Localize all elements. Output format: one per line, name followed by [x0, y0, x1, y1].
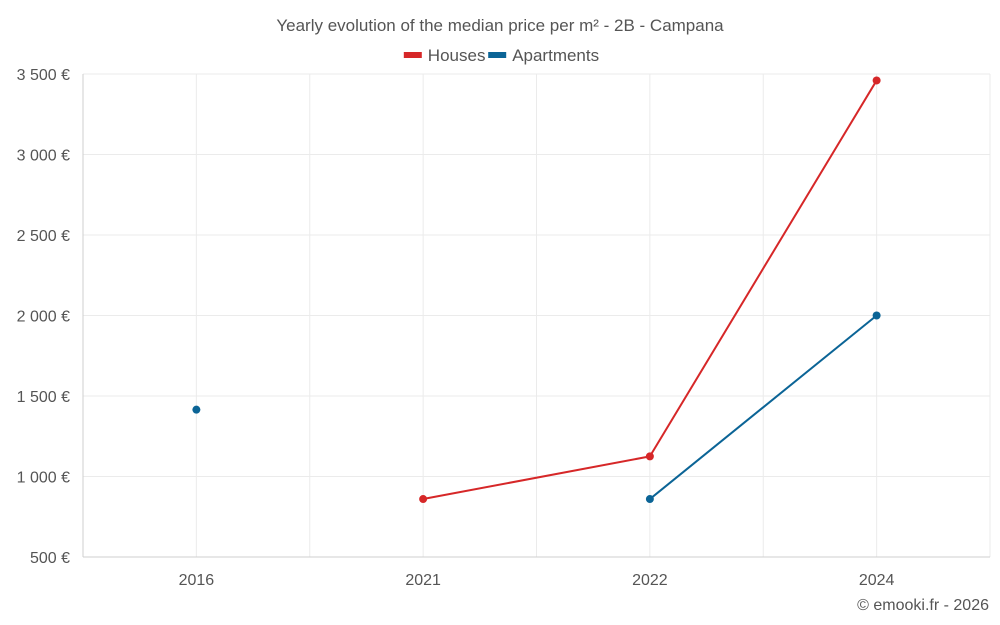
- apartments-point: [192, 405, 201, 414]
- series-apartments: [192, 311, 881, 504]
- x-tick-label: 2024: [859, 572, 895, 589]
- credit-text: © emooki.fr - 2026: [857, 597, 989, 614]
- y-tick-label: 500 €: [30, 550, 70, 567]
- houses-point: [872, 76, 881, 85]
- legend-swatch: [488, 52, 507, 58]
- grid: [82, 73, 991, 558]
- legend-item-houses: Houses: [403, 46, 486, 65]
- series-layer: [192, 76, 881, 504]
- y-tick-label: 2 500 €: [17, 228, 70, 245]
- x-tick-label: 2021: [405, 572, 441, 589]
- y-tick-label: 1 500 €: [17, 389, 70, 406]
- y-tick-label: 3 500 €: [17, 67, 70, 84]
- apartments-line-segment: [649, 314, 878, 500]
- y-tick-label: 3 000 €: [17, 148, 70, 165]
- houses-point: [419, 495, 428, 504]
- legend-item-apartments: Apartments: [488, 46, 599, 65]
- legend: Houses Apartments: [403, 46, 599, 65]
- houses-line-segment: [649, 79, 878, 457]
- legend-label: Houses: [428, 46, 486, 65]
- x-axis-ticks: 2016 2021 2022 2024: [179, 572, 895, 589]
- legend-swatch: [403, 52, 422, 58]
- y-axis-ticks: 500 € 1 000 € 1 500 € 2 000 € 2 500 € 3 000 €…: [17, 67, 70, 567]
- apartments-point: [645, 495, 654, 504]
- legend-label: Apartments: [512, 46, 599, 65]
- houses-line-segment: [422, 455, 651, 501]
- x-tick-label: 2022: [632, 572, 668, 589]
- apartments-point: [872, 311, 881, 320]
- y-tick-label: 1 000 €: [17, 470, 70, 487]
- chart-title: Yearly evolution of the median price per…: [276, 16, 724, 35]
- series-houses: [419, 76, 881, 504]
- x-tick-label: 2016: [179, 572, 215, 589]
- houses-point: [645, 452, 654, 461]
- y-tick-label: 2 000 €: [17, 309, 70, 326]
